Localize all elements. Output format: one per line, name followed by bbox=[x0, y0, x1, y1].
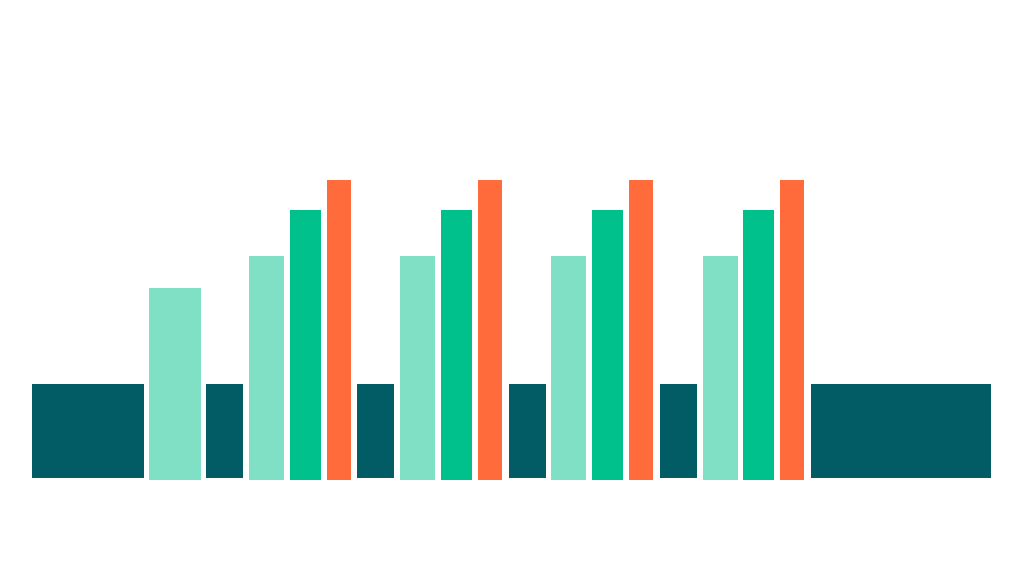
bar bbox=[290, 210, 321, 480]
block bbox=[660, 384, 697, 478]
bar bbox=[592, 210, 623, 480]
block bbox=[206, 384, 243, 478]
bar bbox=[327, 180, 351, 480]
block bbox=[811, 384, 991, 478]
block bbox=[32, 384, 144, 478]
bar bbox=[743, 210, 774, 480]
bar bbox=[780, 180, 804, 480]
block bbox=[357, 384, 394, 478]
bar bbox=[703, 256, 738, 480]
bar bbox=[478, 180, 502, 480]
bar bbox=[629, 180, 653, 480]
bar bbox=[441, 210, 472, 480]
bar bbox=[249, 256, 284, 480]
bar bbox=[149, 288, 201, 480]
bar bbox=[551, 256, 586, 480]
block bbox=[509, 384, 546, 478]
bar bbox=[400, 256, 435, 480]
